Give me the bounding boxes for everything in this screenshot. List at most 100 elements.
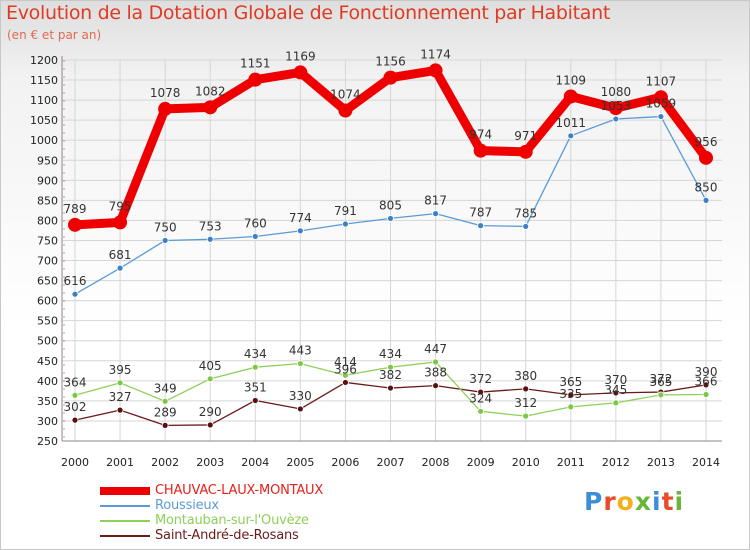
y-tick-label: 250 [37, 435, 58, 448]
data-label: 956 [695, 135, 718, 149]
data-point [522, 223, 530, 230]
data-point [68, 217, 82, 232]
data-point [383, 70, 398, 85]
x-tick-label: 2001 [106, 456, 134, 469]
y-tick-label: 1200 [30, 54, 58, 67]
legend-swatch [100, 535, 150, 537]
y-tick-label: 300 [37, 415, 58, 428]
data-label: 817 [424, 194, 447, 208]
data-label: 616 [64, 274, 87, 288]
x-tick-label: 2010 [512, 456, 540, 469]
data-label: 434 [379, 347, 402, 361]
data-label: 791 [334, 204, 357, 218]
logo-letter: x [634, 487, 652, 516]
data-label: 382 [379, 368, 402, 382]
x-tick-label: 2004 [241, 456, 269, 469]
x-tick-label: 2009 [467, 456, 495, 469]
data-point [432, 358, 439, 366]
data-label: 345 [604, 383, 627, 397]
data-point [653, 90, 668, 105]
data-point [71, 416, 79, 424]
y-tick-label: 500 [37, 335, 58, 348]
data-point [248, 72, 263, 87]
logo-letter: i [652, 487, 662, 516]
proxiti-logo[interactable]: Proxiti [584, 487, 684, 516]
data-point [477, 388, 485, 396]
data-point [251, 363, 259, 371]
data-label: 324 [469, 391, 492, 405]
data-label: 434 [244, 347, 267, 361]
data-label: 753 [199, 219, 222, 233]
chart-subtitle: (en € et par an) [7, 28, 102, 42]
data-label: 787 [469, 206, 492, 220]
data-point [477, 407, 485, 415]
data-label: 414 [334, 355, 357, 369]
x-tick-label: 2014 [692, 456, 720, 469]
data-point [161, 397, 169, 405]
data-point [657, 113, 665, 120]
y-tick-label: 1100 [30, 94, 58, 107]
y-tick-label: 900 [37, 174, 58, 187]
logo-letter: t [661, 487, 675, 516]
data-label: 850 [695, 180, 718, 194]
data-label: 396 [334, 362, 357, 376]
data-label: 1109 [556, 73, 587, 87]
data-point [338, 103, 353, 118]
data-point [161, 421, 169, 429]
data-point [702, 196, 710, 204]
data-point [113, 215, 128, 230]
data-label: 302 [64, 400, 87, 414]
x-tick-label: 2006 [331, 456, 359, 469]
data-point [612, 115, 620, 123]
y-tick-label: 400 [37, 375, 58, 388]
logo-letter: o [616, 487, 635, 516]
data-point [71, 290, 79, 298]
data-point [206, 235, 214, 243]
data-label: 1059 [646, 97, 677, 111]
data-label: 388 [424, 366, 447, 380]
data-point [342, 220, 349, 228]
data-point [567, 132, 575, 140]
legend-label: Montauban-sur-l'Ouvèze [155, 513, 309, 528]
data-label: 1011 [556, 116, 587, 130]
data-label: 1107 [646, 74, 677, 88]
data-point [657, 391, 665, 399]
data-point [473, 143, 488, 158]
data-point [387, 363, 394, 371]
y-tick-label: 350 [37, 395, 58, 408]
data-label: 370 [604, 373, 627, 387]
y-tick-label: 1050 [30, 114, 58, 127]
data-point [296, 360, 304, 367]
data-label: 372 [649, 372, 672, 386]
data-label: 290 [199, 405, 222, 419]
data-point [387, 384, 394, 392]
data-label: 1169 [285, 49, 316, 63]
data-label: 971 [514, 129, 537, 143]
data-label: 795 [109, 199, 132, 213]
data-point [702, 381, 710, 389]
data-label: 1053 [601, 99, 632, 113]
y-tick-label: 700 [37, 255, 58, 268]
data-label: 1151 [240, 57, 271, 71]
data-point [387, 215, 394, 222]
data-point [702, 391, 710, 398]
data-point [251, 397, 259, 404]
data-label: 750 [154, 220, 177, 234]
data-label: 289 [154, 405, 177, 419]
data-point [432, 382, 439, 390]
data-label: 1074 [330, 88, 361, 102]
legend-label: Saint-André-de-Rosans [155, 528, 299, 543]
data-point [432, 210, 439, 218]
data-label: 1078 [150, 86, 181, 100]
y-tick-label: 550 [37, 315, 58, 328]
data-label: 312 [514, 396, 537, 410]
data-label: 335 [559, 387, 582, 401]
data-point [563, 89, 578, 104]
data-point [206, 421, 214, 429]
data-label: 405 [199, 359, 222, 373]
legend-swatch [100, 505, 150, 507]
y-tick-label: 450 [37, 355, 58, 368]
data-label: 372 [469, 372, 492, 386]
data-label: 443 [289, 344, 312, 358]
